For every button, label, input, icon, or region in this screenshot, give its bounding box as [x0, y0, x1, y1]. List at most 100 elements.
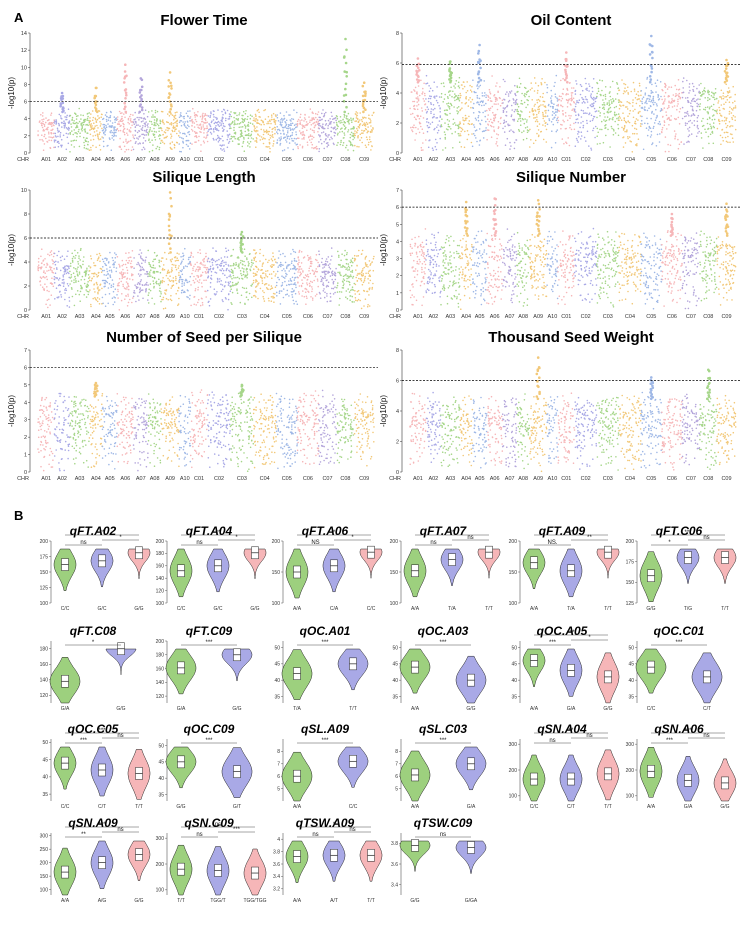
y-tick-label: 3.6	[273, 862, 280, 868]
significance-label: ***	[321, 640, 329, 646]
chromosome-label: C08	[703, 476, 713, 482]
violin-plot: qFT.A09 100 150 200 A/A T/A T/T NS. ** **	[509, 524, 620, 612]
chromosome-label: C07	[686, 157, 696, 163]
chromosome-points-a05	[101, 251, 118, 307]
chromosome-label: C04	[260, 476, 270, 482]
chromosome-label: A01	[41, 476, 51, 482]
category-label: A/A	[411, 606, 420, 612]
significance-label: ns	[430, 540, 436, 546]
significance-label: ns	[117, 733, 123, 739]
chromosome-label: A04	[461, 157, 471, 163]
category-label: A/A	[530, 606, 539, 612]
violin-title: qSN.C09	[184, 816, 234, 830]
y-tick-label: 300	[626, 742, 635, 748]
chromosome-label: C06	[303, 314, 313, 320]
y-tick-label: 180	[40, 647, 49, 653]
chromosome-label: A06	[120, 157, 130, 163]
significance-label: *	[235, 535, 238, 541]
significance-label: ns	[703, 733, 709, 739]
peak-c03	[239, 230, 245, 254]
violin-title: qSN.A06	[654, 722, 704, 736]
significance-label: ***	[439, 640, 447, 646]
chromosome-label: A07	[505, 476, 515, 482]
chromosome-label: C01	[561, 314, 571, 320]
violin-3	[477, 548, 501, 579]
chromosome-points-c08	[699, 230, 718, 302]
chromosome-label: A10	[548, 314, 558, 320]
y-tick-label: 140	[156, 576, 165, 582]
violin-title: qTSW.C09	[414, 816, 473, 830]
violin-title: qFT.C06	[656, 524, 703, 538]
y-tick-label: 100	[509, 794, 518, 800]
chromosome-points-a02	[53, 108, 71, 151]
y-tick-label: 14	[21, 31, 27, 37]
y-tick-label: 35	[42, 792, 48, 798]
category-label: G/G	[603, 706, 612, 712]
chromosome-label: C04	[625, 157, 635, 163]
chromosome-points-a03	[440, 76, 461, 151]
category-label: T/T	[485, 606, 493, 612]
significance-label: ***	[675, 640, 683, 646]
y-tick-label: 150	[272, 570, 281, 576]
category-label: T/T	[177, 898, 185, 904]
chromosome-points-c04	[618, 394, 642, 471]
category-label: A/A	[530, 706, 539, 712]
violin-plot: qSN.A04 100 200 300 C/C C/T T/T ns ns **	[509, 722, 620, 810]
chromosome-points-c07	[317, 109, 337, 153]
significance-label: **	[587, 535, 592, 541]
chromosome-points-a06	[116, 393, 134, 465]
chromosome-label: A07	[505, 157, 515, 163]
chromosome-points-c04	[618, 232, 642, 305]
significance-label: ns	[349, 827, 355, 833]
y-tick-label: 300	[509, 742, 518, 748]
significance-label: ns	[586, 733, 592, 739]
chromosome-points-c04	[252, 108, 277, 153]
category-label: C/A	[330, 606, 339, 612]
chromosome-label: C02	[214, 157, 224, 163]
y-tick-label: 4	[277, 837, 280, 843]
chromosome-label: C02	[214, 314, 224, 320]
chromosome-label: C02	[581, 157, 591, 163]
y-tick-label: 50	[274, 645, 280, 651]
chromosome-label: A08	[518, 476, 528, 482]
category-label: C/T	[703, 706, 711, 712]
chromosome-points-a07	[502, 228, 518, 304]
violin-plot: qSL.A09 5 6 7 8 A/A C/C ***	[277, 722, 369, 810]
chromosome-points-a05	[471, 230, 488, 306]
chromosome-label: C05	[282, 476, 292, 482]
chromosome-label: C01	[561, 476, 571, 482]
chromosome-points-c09	[716, 83, 737, 146]
significance-label: ns	[467, 535, 473, 541]
chromosome-points-a06	[116, 110, 135, 153]
chromosome-label: A09	[533, 476, 543, 482]
chromosome-points-c05	[640, 232, 663, 310]
peak-c05	[648, 34, 654, 84]
chromosome-label: A07	[505, 314, 515, 320]
category-label: T/A	[448, 606, 456, 612]
chromosome-points-c03	[596, 396, 620, 471]
category-label: T/A	[567, 606, 575, 612]
violin-title: qFT.A04	[186, 524, 233, 538]
violin-3	[127, 548, 151, 580]
y-tick-label: 40	[511, 678, 517, 684]
y-tick-label: 7	[396, 188, 399, 194]
significance-label: ns	[312, 832, 318, 838]
chromosome-label: C01	[194, 314, 204, 320]
peak-a01	[415, 57, 421, 84]
peak-c01	[563, 51, 569, 84]
chromosome-points-c06	[660, 79, 683, 153]
chromosome-points-a05	[101, 110, 118, 151]
manhattan-plot: Flower Time 0 2 4 6 8 10 12 14 -log10(p) A01 A02 A03…	[7, 12, 378, 163]
y-tick-label: 4	[396, 409, 399, 415]
violin-plot: qFT.C08 120 140 160 180 G/A G/G *	[40, 624, 137, 712]
chromosome-points-a04	[459, 81, 474, 149]
chromosome-label: A04	[461, 314, 471, 320]
category-label: C/C	[530, 804, 539, 810]
chromosome-label: C07	[322, 476, 332, 482]
y-axis-label: -log10(p)	[7, 77, 16, 109]
chromosome-points-c02	[206, 108, 232, 152]
chromosome-label: C06	[667, 157, 677, 163]
chromosome-label: C09	[359, 157, 369, 163]
y-tick-label: 3.8	[391, 841, 398, 847]
